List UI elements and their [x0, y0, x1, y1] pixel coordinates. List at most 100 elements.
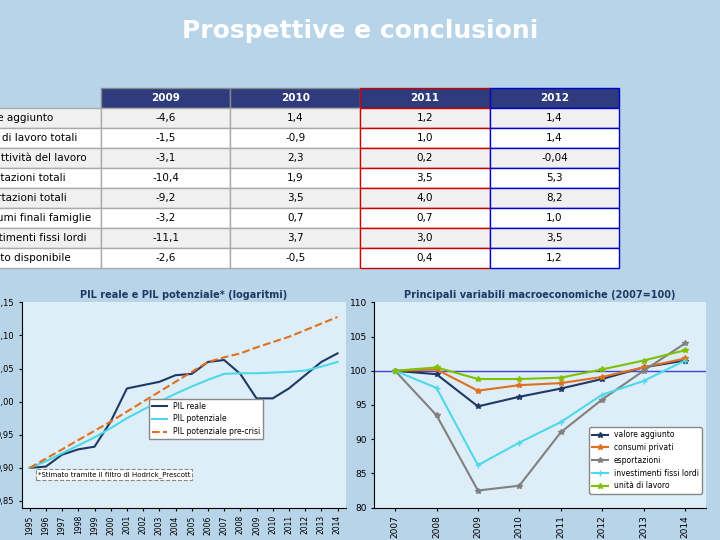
- PIL potenziale: [204, 376, 212, 383]
- PIL potenziale pre-crisi: [25, 464, 34, 471]
- PIL potenziale: [187, 383, 196, 390]
- PIL potenziale pre-crisi: [171, 379, 180, 385]
- Title: PIL reale e PIL potenziale* (logaritmi): PIL reale e PIL potenziale* (logaritmi): [80, 290, 287, 300]
- PIL potenziale: [301, 367, 310, 374]
- PIL potenziale pre-crisi: [58, 446, 66, 453]
- PIL potenziale: [58, 450, 66, 456]
- esportazioni: [432, 412, 441, 418]
- investimenti fissi lordi: [680, 357, 689, 364]
- Title: Principali variabili macroeconomiche (2007=100): Principali variabili macroeconomiche (20…: [404, 290, 676, 300]
- Legend: PIL reale, PIL potenziale, PIL potenziale pre-crisi: PIL reale, PIL potenziale, PIL potenzial…: [148, 399, 264, 440]
- PIL potenziale: [107, 425, 115, 431]
- PIL potenziale pre-crisi: [333, 314, 342, 320]
- PIL potenziale: [122, 415, 131, 422]
- valore aggiunto: [598, 376, 606, 382]
- consumi privati: [391, 368, 400, 374]
- PIL potenziale pre-crisi: [122, 408, 131, 415]
- Line: investimenti fissi lordi: investimenti fissi lordi: [392, 358, 688, 468]
- PIL reale: [220, 357, 228, 363]
- esportazioni: [598, 396, 606, 403]
- PIL potenziale: [252, 370, 261, 376]
- PIL potenziale: [155, 399, 163, 405]
- PIL potenziale pre-crisi: [301, 327, 310, 333]
- PIL potenziale pre-crisi: [204, 359, 212, 365]
- unità di lavoro: [432, 364, 441, 370]
- investimenti fissi lordi: [391, 368, 400, 374]
- PIL potenziale: [74, 442, 83, 449]
- Legend: valore aggiunto, consumi privati, esportazioni, investimenti fissi lordi, unità : valore aggiunto, consumi privati, esport…: [589, 427, 702, 494]
- consumi privati: [515, 382, 523, 388]
- Line: PIL potenziale pre-crisi: PIL potenziale pre-crisi: [30, 317, 338, 468]
- PIL potenziale pre-crisi: [284, 334, 293, 340]
- PIL reale: [204, 359, 212, 365]
- Line: PIL reale: PIL reale: [30, 353, 338, 468]
- esportazioni: [639, 368, 648, 374]
- PIL reale: [25, 464, 34, 471]
- investimenti fissi lordi: [474, 462, 482, 468]
- PIL potenziale pre-crisi: [139, 399, 148, 405]
- unità di lavoro: [680, 347, 689, 354]
- PIL potenziale: [220, 370, 228, 377]
- PIL potenziale pre-crisi: [74, 437, 83, 443]
- investimenti fissi lordi: [432, 384, 441, 391]
- Line: consumi privati: consumi privati: [392, 356, 688, 394]
- unità di lavoro: [515, 376, 523, 382]
- unità di lavoro: [598, 366, 606, 373]
- PIL reale: [187, 370, 196, 377]
- consumi privati: [598, 374, 606, 380]
- PIL reale: [139, 382, 148, 388]
- PIL potenziale: [139, 407, 148, 413]
- Line: valore aggiunto: valore aggiunto: [392, 358, 688, 409]
- esportazioni: [680, 340, 689, 347]
- consumi privati: [680, 355, 689, 362]
- esportazioni: [515, 482, 523, 489]
- PIL potenziale: [25, 464, 34, 471]
- PIL reale: [301, 372, 310, 379]
- PIL reale: [74, 446, 83, 453]
- PIL reale: [42, 463, 50, 470]
- valore aggiunto: [515, 394, 523, 400]
- PIL reale: [236, 370, 245, 377]
- PIL potenziale pre-crisi: [317, 320, 325, 327]
- PIL potenziale pre-crisi: [236, 350, 245, 356]
- PIL potenziale pre-crisi: [155, 388, 163, 395]
- Text: Prospettive e conclusioni: Prospettive e conclusioni: [182, 19, 538, 43]
- Line: esportazioni: esportazioni: [392, 341, 688, 493]
- PIL reale: [122, 385, 131, 392]
- PIL potenziale: [284, 369, 293, 375]
- PIL potenziale: [42, 458, 50, 464]
- PIL potenziale pre-crisi: [90, 428, 99, 434]
- unità di lavoro: [639, 357, 648, 364]
- PIL reale: [58, 451, 66, 458]
- valore aggiunto: [557, 386, 565, 392]
- PIL potenziale: [90, 434, 99, 441]
- consumi privati: [474, 387, 482, 394]
- PIL reale: [107, 418, 115, 425]
- consumi privati: [557, 380, 565, 386]
- PIL reale: [284, 385, 293, 392]
- investimenti fissi lordi: [598, 392, 606, 398]
- PIL reale: [252, 395, 261, 402]
- Line: PIL potenziale: PIL potenziale: [30, 362, 338, 468]
- PIL potenziale pre-crisi: [42, 455, 50, 462]
- PIL potenziale: [333, 359, 342, 365]
- valore aggiunto: [639, 364, 648, 370]
- investimenti fissi lordi: [557, 419, 565, 426]
- PIL reale: [155, 379, 163, 385]
- investimenti fissi lordi: [515, 440, 523, 446]
- consumi privati: [432, 366, 441, 373]
- PIL reale: [333, 350, 342, 356]
- consumi privati: [639, 364, 648, 370]
- valore aggiunto: [474, 403, 482, 410]
- Line: unità di lavoro: unità di lavoro: [392, 348, 688, 382]
- valore aggiunto: [432, 371, 441, 377]
- Text: *Stimato tramite il filtro di Hodrick_Prescott: *Stimato tramite il filtro di Hodrick_Pr…: [37, 471, 190, 478]
- PIL potenziale: [269, 369, 277, 376]
- valore aggiunto: [680, 357, 689, 364]
- PIL potenziale pre-crisi: [269, 339, 277, 346]
- PIL potenziale pre-crisi: [252, 344, 261, 350]
- PIL potenziale pre-crisi: [187, 369, 196, 375]
- PIL reale: [317, 359, 325, 365]
- unità di lavoro: [474, 376, 482, 382]
- valore aggiunto: [391, 368, 400, 374]
